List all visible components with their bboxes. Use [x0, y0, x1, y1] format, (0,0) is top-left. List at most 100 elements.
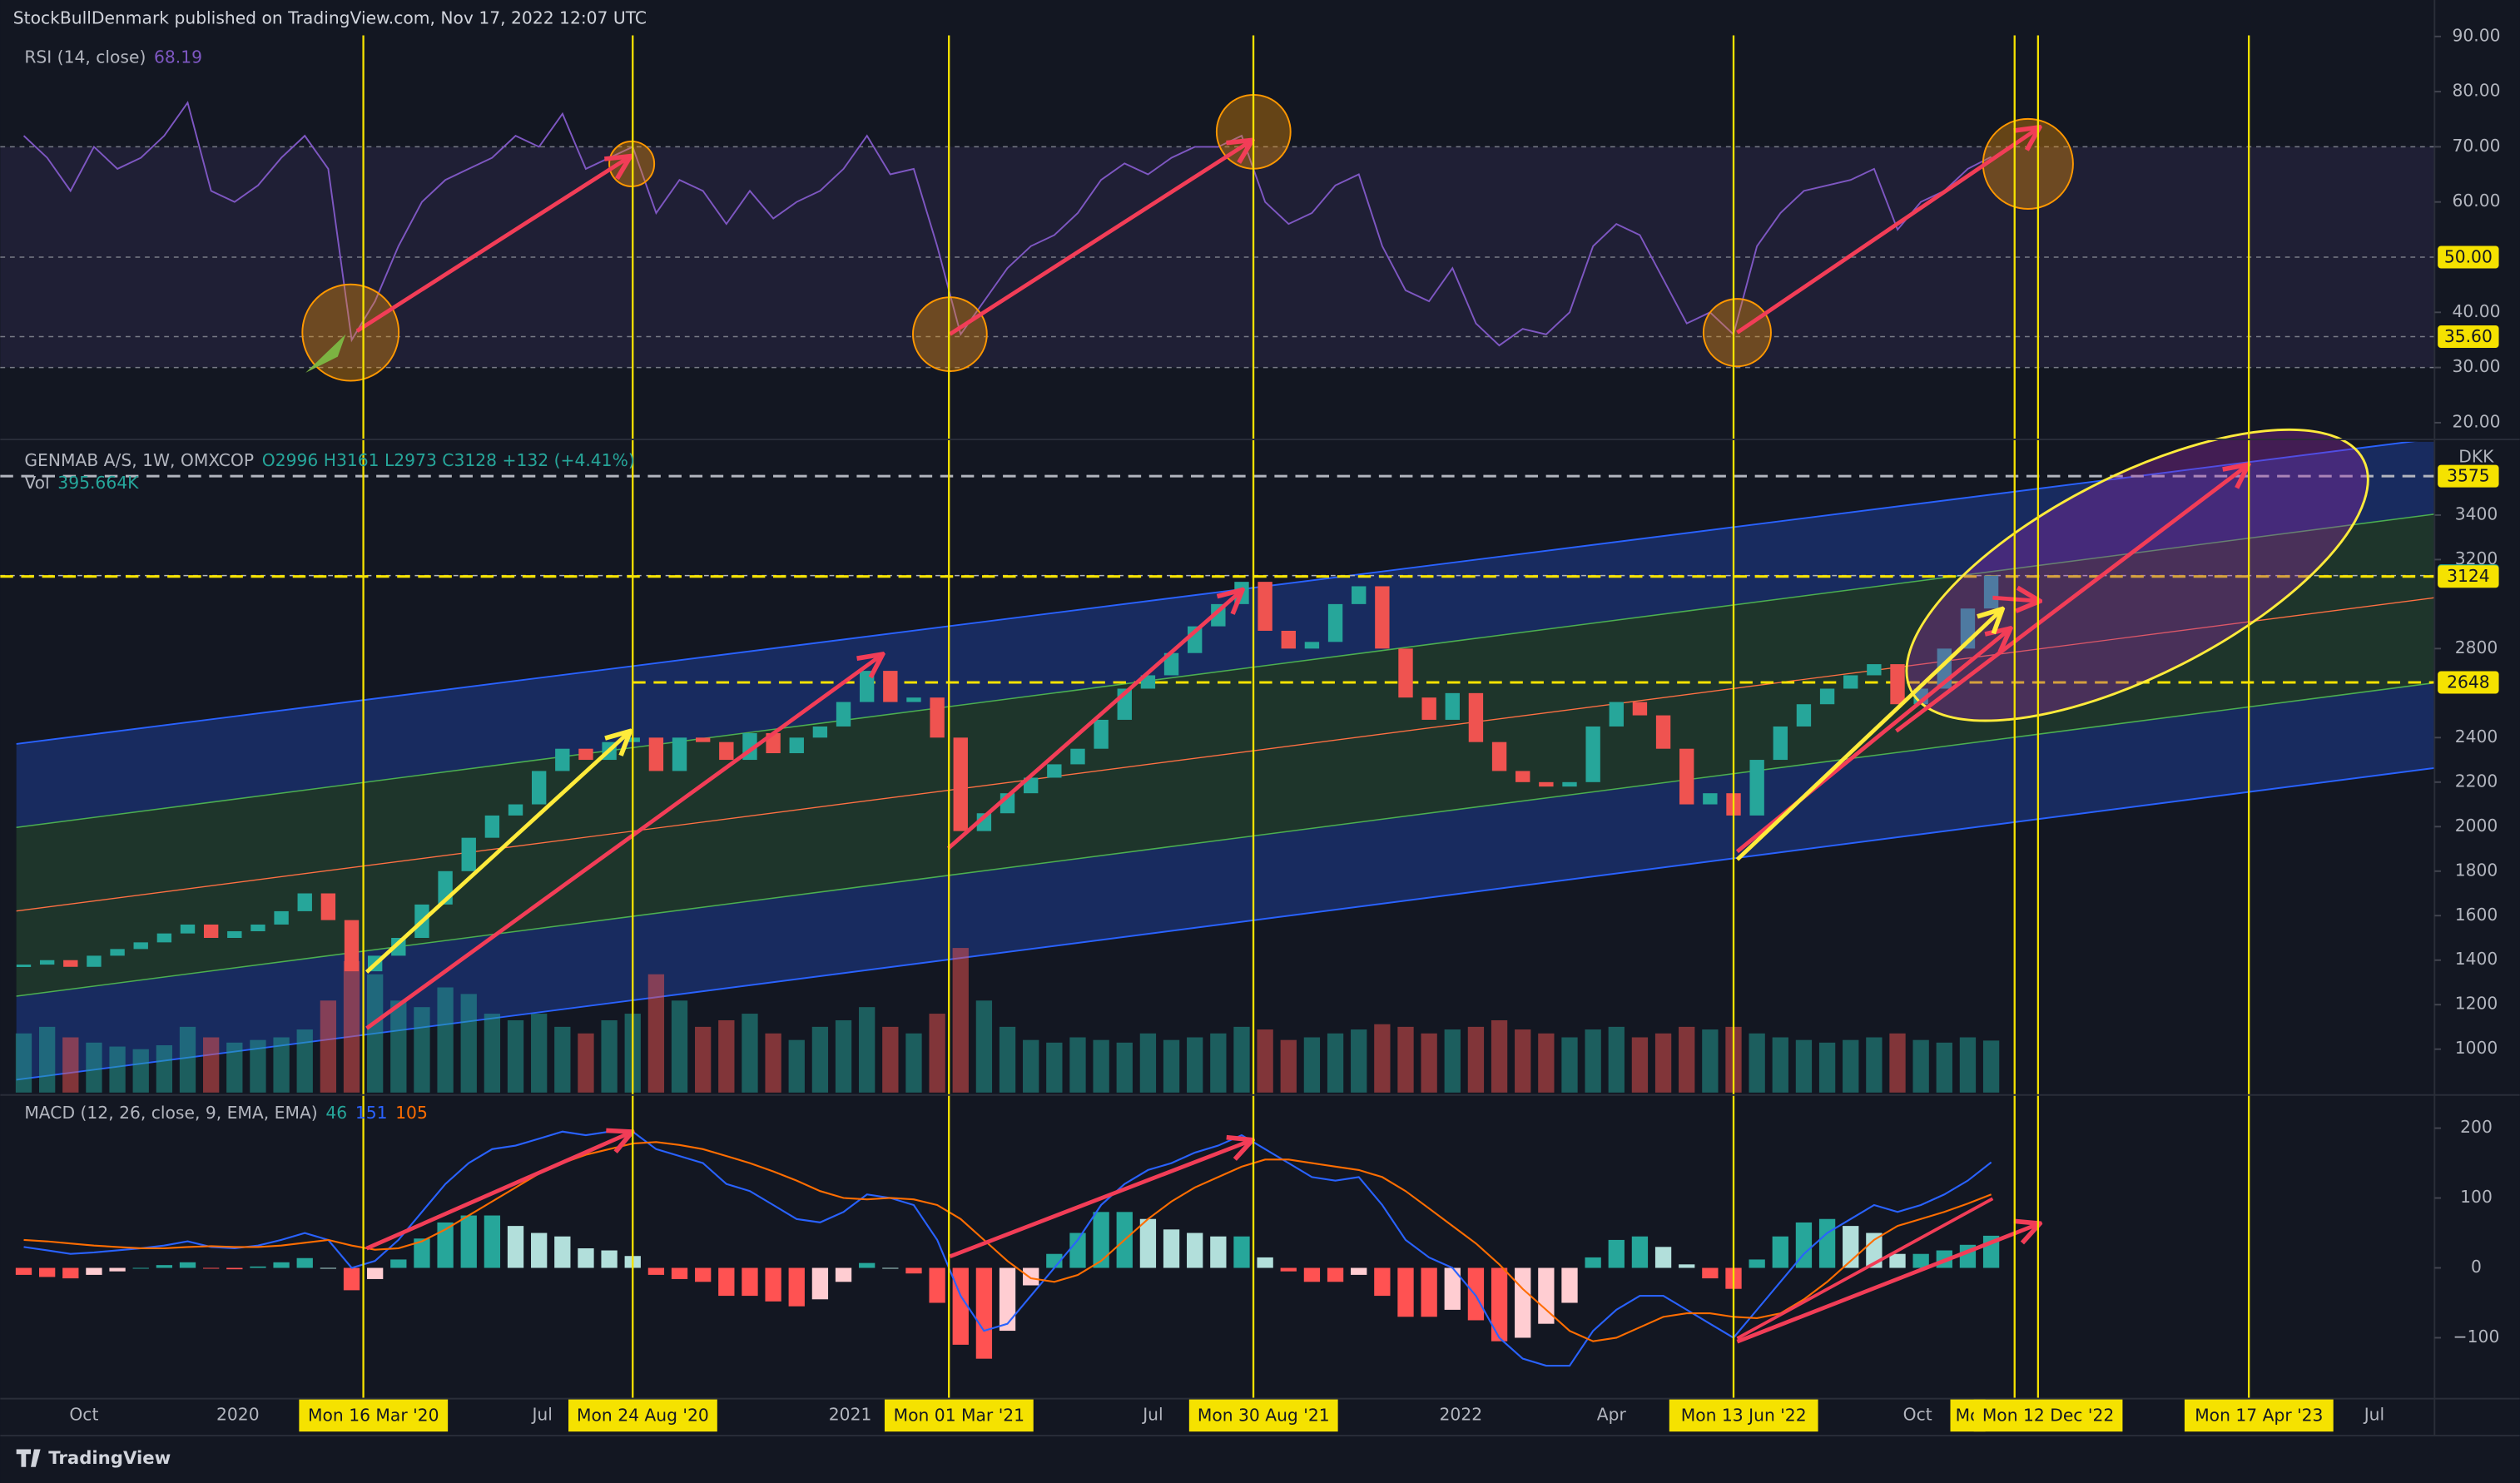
- volume-bar: [1327, 1033, 1344, 1093]
- price-tick-label: 1800: [2455, 860, 2498, 880]
- macd-histogram-bar: [1163, 1229, 1180, 1268]
- candle: [1843, 675, 1858, 689]
- candle: [672, 737, 687, 771]
- x-tick-label: 2020: [216, 1404, 260, 1424]
- candle: [1585, 726, 1600, 782]
- macd-histogram-bar: [742, 1267, 758, 1297]
- volume-bar: [62, 1037, 79, 1093]
- volume-bar: [882, 1026, 899, 1093]
- volume-bar: [1023, 1039, 1039, 1093]
- x-tick-label: Apr: [1597, 1404, 1627, 1424]
- volume-bar: [1538, 1033, 1555, 1093]
- volume-bar: [647, 974, 665, 1093]
- macd-tick-label: 0: [2471, 1257, 2482, 1277]
- macd-histogram-bar: [1467, 1267, 1485, 1321]
- volume-bar: [1397, 1026, 1414, 1093]
- volume-bar: [859, 1007, 876, 1093]
- candle: [320, 893, 336, 920]
- candle: [1375, 586, 1390, 649]
- macd-histogram-bar: [132, 1267, 149, 1269]
- volume-bar: [1631, 1037, 1649, 1093]
- candle: [531, 771, 547, 805]
- price-tick-label: 1600: [2455, 905, 2498, 925]
- volume-bar: [1046, 1042, 1063, 1093]
- candle: [1609, 702, 1624, 727]
- volume-bar: [952, 948, 969, 1093]
- macd-histogram-bar: [905, 1267, 922, 1274]
- volume-bar: [601, 1019, 618, 1093]
- candle: [180, 924, 196, 934]
- candle: [297, 893, 312, 911]
- volume-bar: [460, 994, 477, 1093]
- macd-histogram-bar: [1561, 1267, 1578, 1303]
- macd-histogram-bar: [1772, 1236, 1788, 1268]
- volume-bar: [1139, 1033, 1157, 1093]
- macd-histogram-bar: [1818, 1218, 1836, 1268]
- macd-histogram-bar: [437, 1222, 454, 1268]
- price-tick-label: 1000: [2455, 1038, 2498, 1058]
- rsi-line: [22, 101, 1992, 347]
- candle: [555, 748, 570, 771]
- macd-histogram-bar: [156, 1265, 173, 1268]
- macd-histogram-bar: [765, 1267, 781, 1302]
- candle: [789, 737, 804, 754]
- macd-histogram-bar: [203, 1267, 220, 1269]
- macd-histogram-bar: [952, 1267, 969, 1345]
- price-badge-label: 3575: [2447, 466, 2490, 486]
- arrow: [1895, 466, 2247, 733]
- arrow: [365, 1133, 631, 1251]
- arrow: [949, 1141, 1250, 1259]
- candle: [1047, 764, 1062, 778]
- volume-bar: [929, 1014, 945, 1093]
- macd-histogram-bar: [1069, 1233, 1086, 1268]
- volume-bar: [179, 1026, 196, 1093]
- volume-bar: [975, 1000, 993, 1093]
- candle: [274, 910, 289, 925]
- candle: [1867, 664, 1882, 676]
- axes: 20.00 30.00 40.00 60.00 70.00 80.00 90.00 50.00…: [0, 0, 2520, 1437]
- candle: [1327, 603, 1343, 642]
- channel-line: [16, 513, 2435, 829]
- rsi-badge-label: 35.60: [2444, 326, 2493, 346]
- rsi-badge: [2438, 325, 2499, 348]
- volume-bar: [1654, 1033, 1672, 1093]
- date-marker-badge: [568, 1399, 717, 1432]
- date-marker-label: Mon 17 Apr '23: [2195, 1405, 2323, 1425]
- macd-histogram-bar: [882, 1267, 899, 1269]
- volume-legend: Vol 395.664K: [24, 473, 139, 493]
- macd-histogram-bar: [1795, 1222, 1813, 1268]
- candle: [883, 671, 898, 702]
- price-badge-label: 3124: [2447, 566, 2490, 586]
- candle: [1890, 664, 1905, 705]
- x-tick-label: Jul: [530, 1404, 552, 1424]
- candle: [1983, 575, 1999, 609]
- volume-bar: [226, 1042, 243, 1093]
- price-tick-label: 2400: [2455, 727, 2498, 746]
- candle: [836, 702, 851, 727]
- candle: [1258, 582, 1272, 631]
- candle: [39, 960, 55, 965]
- candle: [953, 737, 968, 831]
- macd-histogram-bar: [601, 1250, 618, 1268]
- volume-bar: [1982, 1040, 2000, 1093]
- macd-histogram-bar: [811, 1267, 829, 1300]
- candle: [484, 815, 500, 838]
- price-badge: [2438, 671, 2499, 694]
- candle: [1445, 692, 1460, 720]
- macd-histogram-bar: [296, 1257, 313, 1268]
- red-arrows: [355, 128, 2247, 1344]
- macd-histogram-bar: [1631, 1236, 1649, 1268]
- volume-bar: [1187, 1037, 1203, 1093]
- macd-histogram-bar: [695, 1267, 712, 1282]
- candle: [648, 737, 664, 771]
- macd-histogram-bar: [1093, 1212, 1109, 1268]
- candle: [812, 726, 828, 738]
- rsi-tick-label: 70.00: [2452, 136, 2500, 156]
- macd-histogram-bar: [1444, 1267, 1461, 1310]
- date-marker-badge: [1973, 1399, 2123, 1432]
- macd-histogram-bar: [578, 1247, 594, 1268]
- macd-histogram-bar: [1585, 1257, 1601, 1268]
- macd-histogram-bar: [507, 1226, 524, 1268]
- date-marker-badge: [2184, 1399, 2334, 1432]
- candle: [227, 930, 242, 938]
